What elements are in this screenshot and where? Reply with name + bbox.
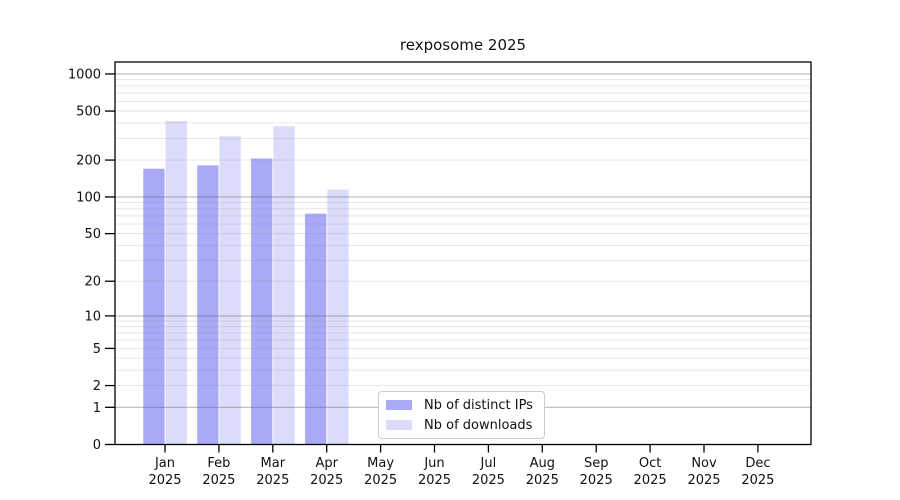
legend-swatch-distinct-ips	[386, 400, 412, 410]
x-tick-label-month: Feb	[207, 456, 230, 471]
x-tick-label-month: Nov	[691, 456, 717, 471]
x-tick-label-month: Sep	[584, 456, 609, 471]
x-tick-label-year: 2025	[364, 473, 397, 488]
bar-distinct-ips-mar	[251, 158, 273, 445]
bar-downloads-feb	[219, 136, 241, 445]
legend-label-distinct-ips: Nb of distinct IPs	[424, 397, 533, 413]
y-tick-label: 50	[84, 227, 101, 242]
y-tick-label: 100	[76, 190, 101, 205]
plot-border	[114, 61, 812, 446]
y-tick-label: 5	[93, 342, 101, 357]
y-tick-label: 1	[93, 401, 101, 416]
x-tick-label-year: 2025	[580, 473, 613, 488]
x-tick-label-month: Oct	[639, 456, 661, 471]
y-tick-label: 1000	[68, 67, 101, 82]
legend-swatch-downloads	[386, 420, 412, 430]
bar-distinct-ips-jan	[143, 168, 165, 445]
y-tick-label: 0	[93, 438, 101, 453]
legend-item-distinct-ips: Nb of distinct IPs	[386, 398, 536, 413]
x-tick-label-year: 2025	[148, 473, 181, 488]
bar-downloads-apr	[327, 189, 349, 445]
bar-distinct-ips-feb	[197, 165, 219, 445]
x-tick-label-year: 2025	[526, 473, 559, 488]
x-tick-label-month: Jul	[480, 456, 497, 471]
y-tick-label: 2	[93, 379, 101, 394]
chart-legend: Nb of distinct IPs Nb of downloads	[378, 391, 545, 439]
x-tick-label-year: 2025	[687, 473, 720, 488]
y-tick-label: 20	[84, 275, 101, 290]
y-tick-label: 10	[84, 309, 101, 324]
y-tick-label: 500	[76, 105, 101, 120]
bar-downloads-mar	[273, 126, 295, 445]
x-tick-label-year: 2025	[418, 473, 451, 488]
chart-title: rexposome 2025	[399, 36, 527, 54]
legend-label-downloads: Nb of downloads	[424, 417, 533, 433]
x-tick-label-month: May	[367, 456, 394, 471]
legend-item-downloads: Nb of downloads	[386, 418, 536, 433]
x-tick-label-month: Aug	[530, 456, 555, 471]
x-tick-label-year: 2025	[741, 473, 774, 488]
x-tick-label-year: 2025	[634, 473, 667, 488]
x-tick-label-month: Dec	[745, 456, 770, 471]
x-tick-label-month: Jun	[423, 456, 444, 471]
x-tick-label-year: 2025	[202, 473, 235, 488]
x-tick-label-month: Apr	[315, 456, 338, 471]
x-tick-label-year: 2025	[256, 473, 289, 488]
x-tick-label-year: 2025	[310, 473, 343, 488]
y-tick-label: 200	[76, 154, 101, 169]
x-tick-label-year: 2025	[472, 473, 505, 488]
x-tick-label-month: Mar	[261, 456, 286, 471]
x-tick-label-month: Jan	[154, 456, 175, 471]
bar-distinct-ips-apr	[305, 213, 327, 445]
bar-downloads-jan	[165, 121, 187, 445]
